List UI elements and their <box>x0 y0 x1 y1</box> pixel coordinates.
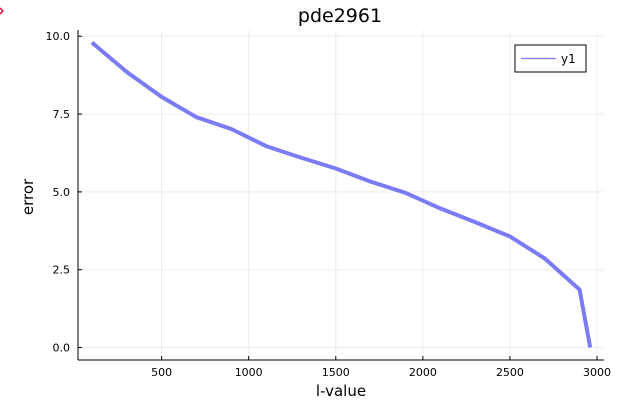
series-layer <box>90 40 593 348</box>
y-axis-label: error <box>19 178 37 215</box>
y-tick-label: 2.5 <box>53 264 71 277</box>
y-tick-label: 10.0 <box>46 30 71 43</box>
chart-title: pde2961 <box>298 5 382 27</box>
corner-mark <box>0 10 4 15</box>
x-tick-label: 2500 <box>496 366 524 379</box>
x-axis-label: l-value <box>316 382 366 400</box>
x-tick-label: 3000 <box>583 366 611 379</box>
y-ticks: 0.0 2.5 5.0 7.5 10.0 <box>46 30 82 355</box>
x-tick-label: 1500 <box>322 366 350 379</box>
y-tick-label: 5.0 <box>53 186 71 199</box>
x-tick-label: 2000 <box>409 366 437 379</box>
grid <box>78 30 604 360</box>
legend-label-y1: y1 <box>561 52 576 66</box>
x-tick-label: 500 <box>151 366 172 379</box>
y-tick-label: 7.5 <box>53 108 71 121</box>
axes <box>77 30 604 361</box>
series-line-y1 <box>90 40 593 348</box>
corner-mark <box>0 7 4 12</box>
x-tick-label: 1000 <box>235 366 263 379</box>
y-tick-label: 0.0 <box>53 342 71 355</box>
x-ticks: 500 1000 1500 2000 2500 3000 <box>151 356 611 379</box>
legend: y1 <box>514 44 587 73</box>
